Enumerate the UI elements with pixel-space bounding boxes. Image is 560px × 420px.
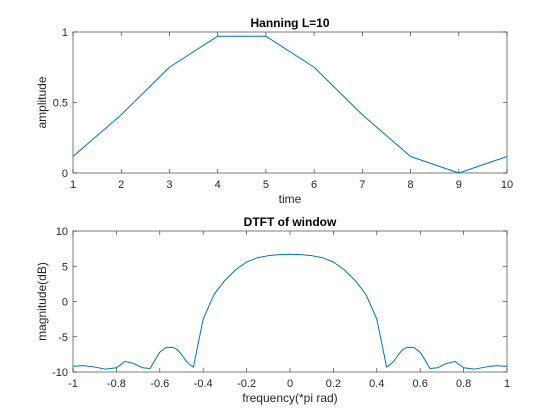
bottom-x-tick-label: -0.4 <box>194 378 213 390</box>
top-x-tick-label: 6 <box>311 179 317 191</box>
top-x-tick-label: 8 <box>407 179 413 191</box>
bottom-x-axis-label: frequency(*pi rad) <box>242 391 337 405</box>
top-x-tick-label: 10 <box>501 179 513 191</box>
bottom-x-tick-label: -0.6 <box>150 378 169 390</box>
bottom-y-axis-label: magnitude(dB) <box>35 262 49 341</box>
bottom-x-tick-label: 0.4 <box>369 378 384 390</box>
bottom-y-tick-label: 0 <box>62 297 68 309</box>
bottom-x-tick-label: 1 <box>504 378 510 390</box>
bottom-y-tick-label: 5 <box>62 261 68 273</box>
bottom-chart: -1 -0.8 -0.6 -0.4 -0.2 0 0.2 0.4 0.6 0.8 1 -10 -5 0 5 1… <box>35 215 510 405</box>
bottom-series-line <box>72 253 508 370</box>
top-x-tick-label: 7 <box>359 179 365 191</box>
top-x-axis-label: time <box>279 192 302 206</box>
bottom-x-tick-label: -0.8 <box>107 378 126 390</box>
bottom-chart-title: DTFT of window <box>244 215 337 229</box>
top-axes-box <box>72 31 508 174</box>
bottom-x-tick-label: 0.2 <box>326 378 341 390</box>
top-x-tick-label: 9 <box>456 179 462 191</box>
top-x-tick-label: 4 <box>215 179 221 191</box>
bottom-x-tick-label: -0.2 <box>237 378 256 390</box>
top-x-tick-label: 3 <box>166 179 172 191</box>
top-y-tick-label: 0 <box>62 168 68 180</box>
bottom-x-tick-label: -1 <box>68 378 78 390</box>
top-y-tick-label: 0.5 <box>53 98 68 110</box>
top-chart-title: Hanning L=10 <box>250 16 329 30</box>
bottom-y-tick-label: 10 <box>56 226 68 238</box>
top-series-line <box>72 35 508 174</box>
top-y-tick-label: 1 <box>62 27 68 39</box>
bottom-y-tick-label: -10 <box>52 367 68 379</box>
bottom-x-tick-label: 0 <box>287 378 293 390</box>
top-chart: 1 2 3 4 5 6 7 8 9 10 0 0.5 1 Hanning L=10 time amplitud… <box>35 16 513 206</box>
bottom-y-tick-label: -5 <box>58 332 68 344</box>
top-x-tick-label: 2 <box>118 179 124 191</box>
bottom-x-tick-label: 0.6 <box>413 378 428 390</box>
bottom-x-tick-label: 0.8 <box>456 378 471 390</box>
top-x-tick-label: 1 <box>70 179 76 191</box>
bottom-axes-box <box>72 230 508 373</box>
top-y-axis-label: amplitude <box>35 76 49 128</box>
top-x-tick-label: 5 <box>263 179 269 191</box>
